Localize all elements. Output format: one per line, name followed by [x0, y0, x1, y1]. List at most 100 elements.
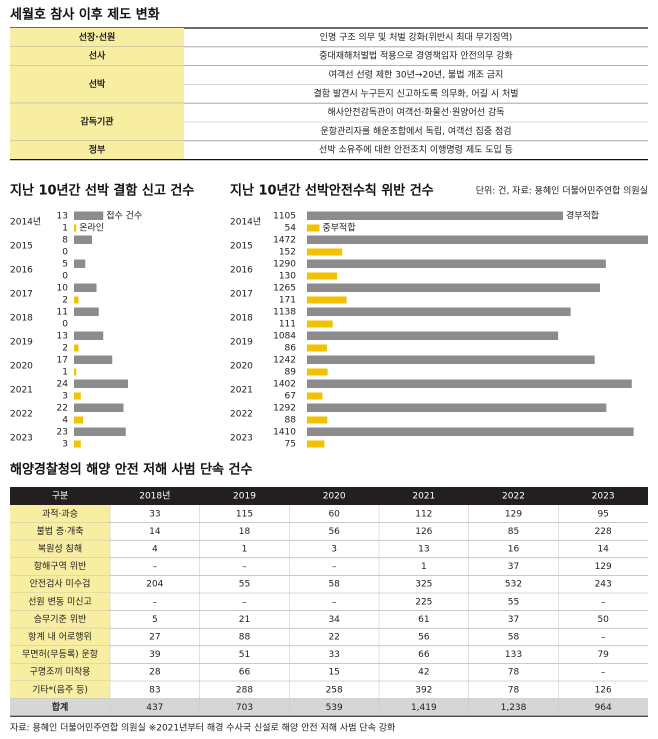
- table-cell: 15: [328, 668, 339, 678]
- bar: [307, 224, 320, 232]
- chart-title: 지난 10년간 선박안전수칙 위반 건수: [230, 183, 434, 199]
- value-label: 1410: [273, 428, 296, 438]
- label-cell: [10, 505, 110, 523]
- bar: [74, 259, 86, 268]
- value-label: 1: [62, 368, 68, 378]
- table-cell: 126: [415, 527, 432, 537]
- label-cell: [10, 628, 110, 646]
- table-cell: 228: [595, 527, 612, 537]
- table-cell: 437: [146, 703, 163, 713]
- table-cell: 703: [236, 703, 253, 713]
- year-label: 2023: [230, 434, 253, 444]
- table-cell: 133: [505, 650, 522, 660]
- legend-label: 온라인: [79, 223, 104, 234]
- table-cell: 50: [597, 615, 609, 625]
- value-label: 22: [57, 404, 68, 414]
- table-cell: 37: [508, 562, 519, 572]
- label-cell: [10, 65, 184, 104]
- table-cell: –: [153, 562, 158, 572]
- table-cell: 95: [597, 509, 608, 519]
- section-title: 세월호 참사 이후 제도 변화: [10, 7, 160, 23]
- header-cell: 구분: [52, 491, 69, 502]
- table-cell: –: [242, 597, 247, 607]
- bar: [74, 392, 81, 400]
- table-cell: 27: [149, 633, 160, 643]
- table-cell: 55: [508, 597, 519, 607]
- table-cell: 204: [146, 580, 163, 590]
- value-label: 13: [57, 212, 68, 222]
- value-label: 89: [285, 368, 297, 378]
- table-cell: 85: [508, 527, 519, 537]
- table-cell: 16: [508, 545, 520, 555]
- row-label: 선박: [89, 78, 106, 90]
- year-label: 2015: [230, 242, 253, 252]
- label-cell: [10, 46, 184, 66]
- table-cell: 58: [328, 580, 340, 590]
- table-cell: 항해구역 위반: [34, 561, 87, 572]
- value-label: 1265: [273, 284, 296, 294]
- label-cell: [10, 663, 110, 681]
- year-label: 2022: [10, 410, 33, 420]
- value-label: 10: [57, 284, 69, 294]
- year-label: 2022: [230, 410, 253, 420]
- bar: [307, 259, 606, 268]
- value-label: 2: [62, 296, 68, 306]
- bar: [74, 355, 113, 364]
- year-label: 2014년: [230, 217, 261, 228]
- table-cell: 55: [239, 580, 250, 590]
- label-cell: [10, 103, 184, 141]
- header-row: [10, 487, 648, 505]
- value-label: 1084: [273, 332, 296, 342]
- table-cell: 22: [328, 633, 339, 643]
- legend-label: 접수 건수: [106, 210, 142, 222]
- year-label: 2017: [230, 290, 253, 300]
- value-label: 17: [57, 356, 68, 366]
- bar: [307, 392, 323, 400]
- legend-label: 경부적합: [566, 210, 599, 222]
- value-label: 88: [285, 416, 297, 426]
- year-label: 2023: [10, 434, 33, 444]
- value-label: 5: [62, 260, 68, 270]
- table-cell: 14: [149, 527, 161, 537]
- year-label: 2018: [10, 314, 33, 324]
- bar: [307, 272, 338, 280]
- table-cell: 21: [239, 615, 250, 625]
- table-cell: 129: [595, 562, 612, 572]
- bar: [307, 235, 648, 244]
- label-cell: [10, 522, 110, 541]
- table-cell: 34: [328, 615, 340, 625]
- table-cell: 28: [149, 668, 161, 678]
- table-cell: 115: [236, 509, 253, 519]
- header-cell: 2021: [412, 492, 435, 502]
- table-cell: 13: [418, 545, 429, 555]
- label-cell: [10, 557, 110, 576]
- table-cell: 66: [418, 650, 430, 660]
- table-cell: 42: [418, 668, 429, 678]
- value-label: 1292: [273, 404, 296, 414]
- table-cell: 225: [415, 597, 432, 607]
- bar: [307, 355, 595, 364]
- bar: [307, 307, 571, 316]
- table-cell: 3: [331, 545, 337, 555]
- bar: [307, 440, 325, 448]
- bar: [74, 368, 77, 376]
- table-cell: 79: [597, 650, 609, 660]
- row-item: 해사안전감독관이 여객선·화물선·원양어선 감독: [327, 106, 504, 118]
- table-cell: 58: [508, 633, 520, 643]
- bar: [74, 296, 79, 304]
- year-label: 2020: [230, 362, 253, 372]
- row-label: 선장·선원: [79, 31, 116, 43]
- header-cell: 2020: [323, 492, 346, 502]
- value-label: 67: [285, 392, 296, 402]
- table-cell: 539: [326, 703, 343, 713]
- bar: [307, 344, 327, 352]
- value-label: 23: [57, 428, 68, 438]
- table-cell: 기타*(음주 등): [32, 684, 88, 695]
- table-cell: –: [332, 562, 337, 572]
- table-cell: 승무기준 위반: [34, 614, 87, 625]
- value-label: 75: [285, 440, 296, 450]
- table-cell: 112: [415, 509, 432, 519]
- bar: [307, 368, 328, 376]
- value-label: 130: [279, 272, 296, 282]
- total-row: [10, 698, 648, 717]
